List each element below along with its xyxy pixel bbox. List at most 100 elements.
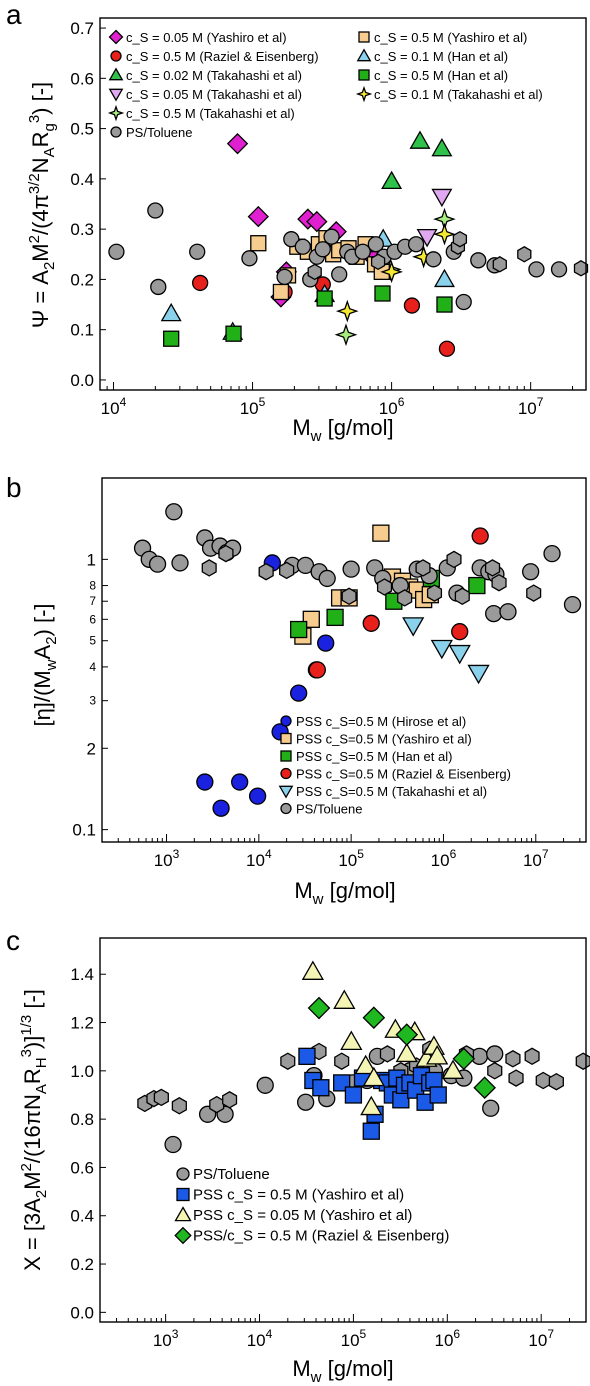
data-point [209, 1095, 225, 1114]
data-point [250, 235, 267, 252]
data-point [499, 603, 517, 621]
data-point [452, 230, 468, 248]
panel-b-x-ticks: 103 104 105 106 107 [117, 834, 581, 870]
legend-marker [356, 48, 372, 62]
data-point [485, 604, 503, 623]
y-tick-label: 0.4 [70, 1207, 94, 1226]
y-tick-label: 0.2 [70, 270, 94, 289]
panel-c-x-label: Mw [g/mol] [292, 1356, 393, 1386]
data-point [333, 989, 356, 1009]
legend-marker [280, 732, 292, 745]
data-point [395, 1042, 418, 1063]
data-point [448, 644, 471, 665]
data-point [163, 330, 180, 347]
legend-label: c_S = 0.5 M (Yashiro et al) [374, 30, 527, 45]
data-point [164, 1135, 182, 1154]
data-point [354, 1054, 377, 1075]
data-point [340, 1030, 363, 1050]
y-tick-label: 3 [89, 694, 96, 708]
data-point [165, 503, 183, 521]
data-point [191, 274, 209, 292]
y-tick-label: 6 [89, 612, 96, 626]
y-tick-label: 1.4 [70, 965, 94, 984]
legend-label: PSS c_S=0.5 M (Yashiro et al) [296, 732, 472, 747]
panel-c-y-label: X = [3A2M2/(16πNARH3)]1/3 [-] [18, 989, 50, 1271]
data-point [241, 250, 258, 267]
data-point [147, 202, 164, 219]
data-point [226, 133, 249, 155]
data-point [272, 283, 290, 301]
data-point [508, 1069, 524, 1087]
y-tick-label: 0.6 [70, 69, 94, 88]
panel-a-x-label: Mw [g/mol] [292, 415, 393, 445]
data-point [248, 787, 267, 805]
data-point [225, 325, 242, 342]
data-point [415, 559, 431, 577]
data-point [290, 620, 308, 639]
data-point [342, 560, 360, 578]
data-point [160, 302, 182, 322]
data-point [430, 639, 453, 660]
x-tick-label: 104 [101, 395, 127, 418]
data-point [429, 1086, 447, 1104]
data-point [563, 595, 582, 614]
panel-a-y-ticks: 0.0 0.1 0.2 0.3 0.4 0.5 0.6 0.7 [70, 19, 106, 390]
y-tick-label: 0.4 [70, 170, 94, 189]
legend-label: PSS c_S=0.5 M (Hirose et al) [296, 714, 466, 729]
y-tick-label: 0.2 [70, 1255, 94, 1274]
data-point [372, 524, 390, 542]
data-point [455, 293, 472, 311]
data-point [397, 589, 413, 607]
data-point [331, 266, 348, 283]
x-tick-label: 105 [341, 1327, 367, 1350]
data-point [301, 960, 324, 980]
data-point [108, 243, 125, 260]
data-point [407, 236, 425, 253]
panel-c-marks [137, 960, 590, 1154]
data-point [452, 1047, 476, 1071]
legend-marker [358, 69, 370, 81]
panel-b-x-label: Mw [g/mol] [294, 878, 395, 908]
data-point [222, 1091, 238, 1109]
y-tick-label: 5 [89, 634, 96, 648]
panel-c-y-ticks: 0.0 0.2 0.4 0.6 0.8 1.0 1.2 1.4 [70, 965, 106, 1322]
legend-label: PS/Toluene [296, 802, 363, 817]
data-point [425, 251, 442, 268]
legend-label: PS/Toluene [193, 1166, 270, 1183]
data-point [334, 323, 358, 347]
y-tick-label: 0.8 [70, 1110, 94, 1129]
data-point [283, 231, 300, 248]
legend-label: PSS c_S = 0.5 M (Yashiro et al) [193, 1187, 404, 1204]
legend-label: PSS c_S=0.5 M (Takahashi et al) [296, 784, 487, 799]
data-point [326, 608, 344, 627]
data-point [522, 563, 540, 581]
data-point [426, 584, 443, 602]
data-point [473, 1076, 496, 1100]
data-point [294, 238, 311, 255]
data-point [307, 996, 331, 1020]
data-point [290, 684, 308, 702]
data-point [341, 587, 357, 606]
data-point [468, 576, 486, 595]
legend-marker [280, 715, 292, 727]
data-point [314, 241, 331, 258]
panel-b: b 0.1 2 3 4 5 6 78 1 103 104 105 106 107 PSS c_S=0.… [6, 472, 587, 908]
panel-c-x-ticks: 103 104 105 106 107 [116, 1314, 570, 1350]
data-point [575, 1052, 590, 1070]
data-point [362, 1122, 380, 1140]
legend-label: c_S = 0.1 M (Takahashi et al) [374, 87, 543, 102]
panel-b-legend: PSS c_S=0.5 M (Hirose et al) PSS c_S=0.5 … [278, 714, 511, 817]
data-point [334, 1052, 350, 1070]
x-tick-label: 105 [240, 395, 266, 418]
panel-c-letter: c [6, 925, 20, 956]
legend-label: c_S = 0.05 M (Yashiro et al) [126, 30, 287, 45]
data-point [524, 1047, 540, 1066]
panel-a: a 0.00.10.20.30.40.50.60.7 104 105 106 107 … [6, 0, 589, 445]
data-point [471, 527, 489, 545]
data-point [433, 222, 456, 246]
y-tick-label: 1.0 [70, 1062, 94, 1081]
data-point [189, 243, 206, 260]
data-point [297, 1093, 315, 1111]
panel-c-frame [99, 937, 587, 1323]
legend-marker [108, 88, 124, 102]
